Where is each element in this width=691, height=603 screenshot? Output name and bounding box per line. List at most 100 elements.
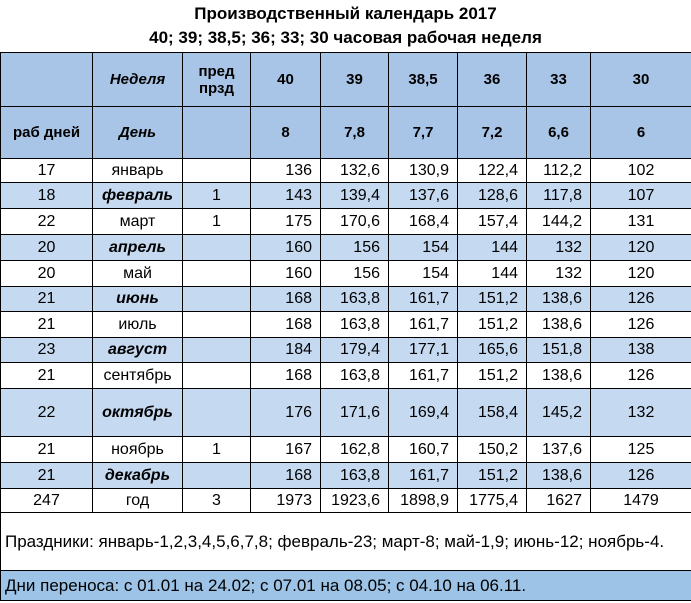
table-row: 21 декабрь 168 163,8 161,7 151,2 138,6 126 bbox=[0, 462, 691, 489]
header-cell: День bbox=[92, 106, 183, 159]
cell: 169,4 bbox=[388, 388, 458, 437]
header-cell: 40 bbox=[250, 52, 321, 107]
cell: 143 bbox=[250, 182, 321, 209]
cell: 144 bbox=[457, 260, 527, 287]
cell: 161,7 bbox=[388, 462, 458, 489]
header-cell: 8 bbox=[250, 106, 321, 159]
month-cell: декабрь bbox=[92, 462, 183, 489]
cell: 21 bbox=[0, 362, 93, 389]
cell: 1775,4 bbox=[457, 488, 527, 513]
month-cell: год bbox=[92, 488, 183, 513]
cell: 136 bbox=[250, 158, 321, 183]
cell: 120 bbox=[590, 260, 691, 287]
cell: 132,6 bbox=[320, 158, 389, 183]
holidays-note: Праздники: январь-1,2,3,4,5,6,7,8; февра… bbox=[0, 512, 691, 571]
cell: 168 bbox=[250, 362, 321, 389]
cell: 163,8 bbox=[320, 286, 389, 312]
cell: 22 bbox=[0, 388, 93, 437]
table-row: 21 ноябрь 1 167 162,8 160,7 150,2 137,6 125 bbox=[0, 436, 691, 463]
cell bbox=[182, 260, 251, 287]
cell: 17 bbox=[0, 158, 93, 183]
table-row: 247 год 3 1973 1923,6 1898,9 1775,4 1627 1479 bbox=[0, 488, 691, 513]
cell: 163,8 bbox=[320, 362, 389, 389]
cell: 139,4 bbox=[320, 182, 389, 209]
cell: 160 bbox=[250, 234, 321, 261]
cell: 1898,9 bbox=[388, 488, 458, 513]
header-cell: 33 bbox=[526, 52, 591, 107]
cell: 22 bbox=[0, 208, 93, 235]
cell: 128,6 bbox=[457, 182, 527, 209]
cell: 138,6 bbox=[526, 311, 591, 338]
cell: 120 bbox=[590, 234, 691, 261]
cell: 151,2 bbox=[457, 462, 527, 489]
cell: 144,2 bbox=[526, 208, 591, 235]
cell: 144 bbox=[457, 234, 527, 261]
cell: 20 bbox=[0, 234, 93, 261]
month-cell: апрель bbox=[92, 234, 183, 261]
cell: 158,4 bbox=[457, 388, 527, 437]
header-cell: 7,8 bbox=[320, 106, 389, 159]
header-cell: 36 bbox=[457, 52, 527, 107]
cell: 138,6 bbox=[526, 286, 591, 312]
title: Производственный календарь 2017 bbox=[194, 4, 497, 23]
cell: 18 bbox=[0, 182, 93, 209]
cell: 138 bbox=[590, 337, 691, 363]
cell bbox=[182, 234, 251, 261]
cell: 161,7 bbox=[388, 311, 458, 338]
cell: 168,4 bbox=[388, 208, 458, 235]
header-cell: 30 bbox=[590, 52, 691, 107]
cell: 168 bbox=[250, 311, 321, 338]
month-cell: май bbox=[92, 260, 183, 287]
table-row: 20 апрель 160 156 154 144 132 120 bbox=[0, 234, 691, 261]
table-row: раб дней День 8 7,8 7,7 7,2 6,6 6 bbox=[0, 106, 691, 159]
cell: 102 bbox=[590, 158, 691, 183]
month-cell: март bbox=[92, 208, 183, 235]
empty-cell bbox=[182, 106, 251, 159]
table-row: 20 май 160 156 154 144 132 120 bbox=[0, 260, 691, 287]
cell: 117,8 bbox=[526, 182, 591, 209]
cell bbox=[182, 388, 251, 437]
table-row: Неделя пред прзд 40 39 38,5 36 33 30 bbox=[0, 52, 691, 107]
cell: 1923,6 bbox=[320, 488, 389, 513]
cell: 154 bbox=[388, 234, 458, 261]
cell: 23 bbox=[0, 337, 93, 363]
table-row: 22 март 1 175 170,6 168,4 157,4 144,2 131 bbox=[0, 208, 691, 235]
cell: 131 bbox=[590, 208, 691, 235]
cell: 165,6 bbox=[457, 337, 527, 363]
header-cell: 7,2 bbox=[457, 106, 527, 159]
cell: 154 bbox=[388, 260, 458, 287]
cell: 1479 bbox=[590, 488, 691, 513]
cell: 21 bbox=[0, 436, 93, 463]
cell: 1 bbox=[182, 208, 251, 235]
cell: 1973 bbox=[250, 488, 321, 513]
month-cell: октябрь bbox=[92, 388, 183, 437]
cell: 112,2 bbox=[526, 158, 591, 183]
table-row: 18 февраль 1 143 139,4 137,6 128,6 117,8 107 bbox=[0, 182, 691, 209]
month-cell: январь bbox=[92, 158, 183, 183]
cell: 247 bbox=[0, 488, 93, 513]
header-cell: 38,5 bbox=[388, 52, 458, 107]
header-cell: пред прзд bbox=[182, 52, 251, 107]
cell: 175 bbox=[250, 208, 321, 235]
header-cell: 7,7 bbox=[388, 106, 458, 159]
cell: 107 bbox=[590, 182, 691, 209]
cell: 157,4 bbox=[457, 208, 527, 235]
cell: 21 bbox=[0, 462, 93, 489]
cell: 160,7 bbox=[388, 436, 458, 463]
table-row: 17 январь 136 132,6 130,9 122,4 112,2 102 bbox=[0, 158, 691, 183]
cell bbox=[182, 362, 251, 389]
cell: 1 bbox=[182, 436, 251, 463]
cell: 137,6 bbox=[388, 182, 458, 209]
table-row: 21 июнь 168 163,8 161,7 151,2 138,6 126 bbox=[0, 286, 691, 312]
cell: 167 bbox=[250, 436, 321, 463]
cell: 150,2 bbox=[457, 436, 527, 463]
subtitle: 40; 39; 38,5; 36; 33; 30 часовая рабочая… bbox=[149, 28, 542, 47]
cell: 132 bbox=[526, 260, 591, 287]
cell: 171,6 bbox=[320, 388, 389, 437]
month-cell: август bbox=[92, 337, 183, 363]
cell: 130,9 bbox=[388, 158, 458, 183]
cell: 151,2 bbox=[457, 362, 527, 389]
cell: 1 bbox=[182, 182, 251, 209]
cell: 179,4 bbox=[320, 337, 389, 363]
cell: 126 bbox=[590, 311, 691, 338]
